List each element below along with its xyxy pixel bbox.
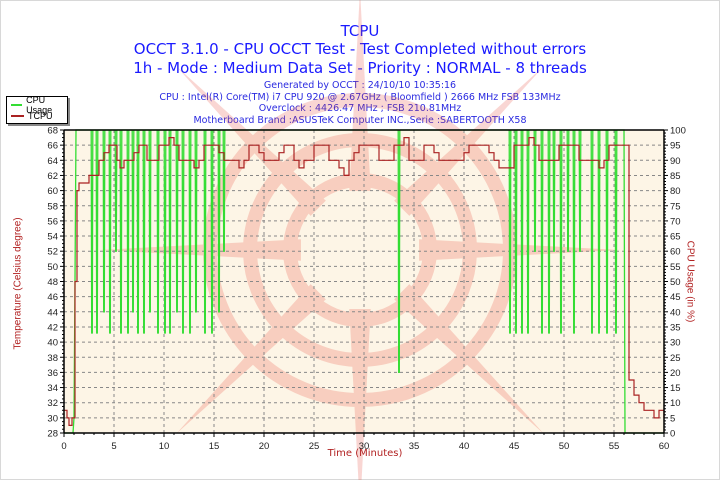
y-axis-label-right: CPU Usage (in %) — [684, 240, 696, 323]
y-tick-right: 35 — [670, 322, 681, 333]
y-tick-right: 80 — [670, 186, 681, 197]
legend: CPU Usage TCPU — [6, 95, 68, 124]
x-tick: 10 — [159, 441, 170, 452]
y-tick-right: 85 — [670, 171, 681, 182]
chart-title: TCPU — [0, 22, 720, 40]
x-tick: 5 — [111, 441, 116, 452]
legend-swatch-tcpu — [11, 114, 24, 117]
y-tick-left: 60 — [47, 186, 58, 197]
y-tick-left: 32 — [47, 398, 58, 409]
y-tick-left: 44 — [47, 307, 58, 318]
x-tick: 20 — [259, 441, 270, 452]
y-tick-right: 30 — [670, 338, 681, 349]
y-tick-left: 66 — [47, 141, 58, 152]
y-tick-right: 50 — [670, 277, 681, 288]
motherboard-line: Motherboard Brand :ASUSTeK Computer INC.… — [193, 114, 527, 126]
y-tick-right: 10 — [670, 398, 681, 409]
chart-subtitle-test: OCCT 3.1.0 - CPU OCCT Test - Test Comple… — [133, 40, 587, 58]
generated-line: Generated by OCCT : 24/10/10 10:35:16 — [263, 80, 457, 91]
system-info: Generated by OCCT : 24/10/10 10:35:16 CP… — [0, 80, 720, 126]
y-tick-left: 34 — [47, 383, 58, 394]
y-tick-left: 38 — [47, 353, 58, 364]
y-tick-left: 54 — [47, 232, 58, 243]
y-tick-left: 68 — [47, 126, 58, 137]
x-tick: 15 — [209, 441, 220, 452]
legend-item-cpu-usage: CPU Usage — [11, 95, 67, 115]
x-tick: 60 — [659, 441, 670, 452]
y-tick-left: 64 — [47, 156, 58, 167]
x-tick: 50 — [559, 441, 570, 452]
x-tick: 55 — [609, 441, 620, 452]
y-tick-right: 40 — [670, 307, 681, 318]
y-tick-left: 42 — [47, 322, 58, 333]
y-tick-right: 0 — [670, 429, 675, 440]
y-tick-left: 56 — [47, 216, 58, 227]
legend-item-tcpu: TCPU — [11, 110, 53, 121]
x-tick: 45 — [509, 441, 520, 452]
y-tick-left: 28 — [47, 429, 58, 440]
y-tick-right: 100 — [670, 126, 686, 137]
y-tick-right: 20 — [670, 368, 681, 379]
y-tick-right: 70 — [670, 216, 681, 227]
x-tick: 25 — [309, 441, 320, 452]
y-tick-right: 60 — [670, 247, 681, 258]
y-tick-right: 45 — [670, 292, 681, 303]
y-tick-right: 5 — [670, 413, 675, 424]
y-tick-right: 65 — [670, 232, 681, 243]
chart-header: TCPU OCCT 3.1.0 - CPU OCCT Test - Test C… — [0, 22, 720, 78]
y-tick-right: 95 — [670, 141, 681, 152]
legend-swatch-cpu-usage — [11, 103, 23, 106]
y-tick-right: 25 — [670, 353, 681, 364]
x-axis-label: Time (Minutes) — [327, 448, 403, 459]
y-tick-left: 46 — [47, 292, 58, 303]
overclock-line: Overclock : 4426.47 MHz ; FSB 210.81MHz — [258, 103, 462, 114]
y-tick-right: 55 — [670, 262, 681, 273]
tcpu-line — [64, 137, 665, 426]
legend-label-cpu-usage: CPU Usage — [26, 94, 53, 115]
y-tick-left: 36 — [47, 368, 58, 379]
chart-subtitle-mode: 1h - Mode : Medium Data Set - Priority :… — [133, 59, 587, 77]
y-tick-left: 30 — [47, 413, 58, 424]
x-tick: 30 — [359, 441, 370, 452]
cpu-line: CPU : Intel(R) Core(TM) i7 CPU 920 @ 2.6… — [159, 91, 561, 103]
y-axis-label-left: Temperature (Celsius degree) — [12, 217, 24, 350]
y-tick-right: 75 — [670, 201, 681, 212]
y-tick-right: 15 — [670, 383, 681, 394]
y-tick-left: 40 — [47, 338, 58, 349]
y-tick-left: 58 — [47, 201, 58, 212]
y-tick-left: 52 — [47, 247, 58, 258]
y-tick-left: 48 — [47, 277, 58, 288]
x-tick: 35 — [409, 441, 420, 452]
y-tick-left: 50 — [47, 262, 58, 273]
legend-label-tcpu: TCPU — [28, 110, 53, 121]
x-tick: 0 — [61, 441, 66, 452]
y-tick-left: 62 — [47, 171, 58, 182]
x-tick: 40 — [459, 441, 470, 452]
y-tick-right: 90 — [670, 156, 681, 167]
